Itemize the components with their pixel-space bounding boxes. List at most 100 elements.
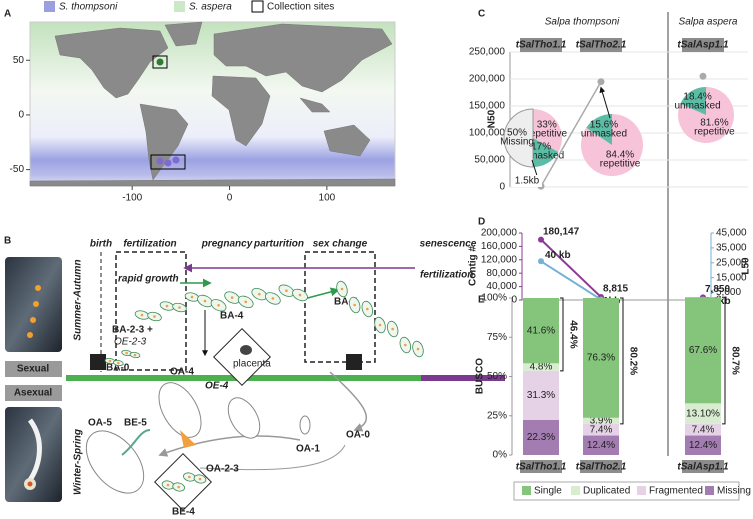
stage-label: birth <box>90 239 112 250</box>
pie-slice <box>586 114 612 145</box>
y-tick-label: 50 <box>13 55 25 66</box>
y-tick-label: 0% <box>493 450 508 461</box>
photo-detail <box>27 332 33 338</box>
arrow <box>199 444 346 471</box>
stolon <box>121 429 151 456</box>
stage-label: sex change <box>313 239 368 250</box>
point <box>699 72 707 80</box>
blastozooid-gut <box>353 303 356 307</box>
category-box <box>520 38 562 52</box>
bracket-label: 46.4% <box>567 320 578 348</box>
stage-code: OA-1 <box>296 444 320 455</box>
pie-label: 18.4% <box>683 92 711 103</box>
continents <box>29 21 396 187</box>
blastozooid-gut <box>190 295 194 299</box>
bar-segment <box>583 435 619 455</box>
pie-label: repetitive <box>694 127 735 138</box>
category-box <box>580 38 622 52</box>
season-label: Winter-Spring <box>73 429 84 495</box>
blastozooid-gut <box>271 297 275 300</box>
legend-swatch <box>174 1 185 12</box>
mode-label: Asexual <box>14 388 53 399</box>
bar-segment <box>583 417 619 424</box>
y-tick-label: 0 <box>511 295 517 306</box>
sex-box <box>90 354 106 370</box>
data-label: 12.4% <box>587 440 615 451</box>
salp-photo <box>5 407 62 502</box>
x-tick-label: 0 <box>227 193 233 204</box>
category-box <box>682 460 724 473</box>
y-tick-label: 150,000 <box>469 101 506 112</box>
y-tick-label: 0 <box>499 182 505 193</box>
blastozooid-gut <box>165 304 169 308</box>
bar-segment <box>583 423 619 436</box>
data-label: 8,815 <box>603 284 628 295</box>
stage-code: OA-2-3 <box>206 464 239 475</box>
sex-symbol: ♀ <box>94 357 102 368</box>
y-tick-label: 100,000 <box>469 128 506 139</box>
data-label: 7.4% <box>590 424 613 435</box>
pie-label: 81.6% <box>700 118 728 129</box>
collection-site-box <box>152 55 168 69</box>
legend-label: Missing <box>717 486 751 497</box>
data-label: 31.3% <box>527 390 555 401</box>
oozoid <box>158 382 202 438</box>
sexual-bar <box>421 375 505 381</box>
pie-label: unmasked <box>518 150 564 161</box>
category-label: tSalAsp1.1 <box>677 40 729 51</box>
point <box>597 78 605 86</box>
stage-code: OA-4 <box>170 367 194 378</box>
blastozooid-gut <box>244 300 248 304</box>
stage-label: fertilization <box>123 239 176 250</box>
y2-tick-label: 25,000 <box>716 257 747 268</box>
data-label: 3.9% <box>590 415 613 426</box>
bar-segment <box>523 298 559 364</box>
bar-segment <box>685 297 721 404</box>
bar-segment <box>685 435 721 455</box>
blastozooid-gut <box>198 477 202 481</box>
annotation: 1.5kb <box>515 176 540 187</box>
group-label: Salpa thompsoni <box>545 17 620 28</box>
stage-label: pregnancy <box>201 239 253 250</box>
line <box>540 238 602 298</box>
pie-label: unmasked <box>581 129 627 140</box>
legend-swatch <box>705 486 714 495</box>
pie-label: 33% <box>537 120 557 131</box>
blastozooid-gut <box>125 351 128 355</box>
blastozooid-gut <box>391 327 394 331</box>
blastozooid-gut <box>178 306 181 309</box>
placenta-icon <box>240 345 252 355</box>
legend-box <box>513 481 740 501</box>
data-label: 41.6% <box>527 325 555 336</box>
annotation-box <box>512 175 542 187</box>
y-tick-label: 100% <box>481 293 507 304</box>
y-tick-label: 25% <box>487 410 507 421</box>
stage-code: OE-2-3 <box>114 337 147 348</box>
fertilization-label: fertilization <box>420 270 473 281</box>
sex-symbol: ♂ <box>350 357 358 368</box>
blastozooid-gut <box>378 323 382 327</box>
panel-label: A <box>4 9 11 20</box>
data-label: 4.8% <box>530 362 553 373</box>
blastozooid-gut <box>188 475 191 479</box>
bracket <box>722 296 726 425</box>
y2-tick-label: 5,000 <box>716 287 741 298</box>
blastozooid-gut <box>285 289 288 293</box>
arrow <box>329 371 368 432</box>
y-tick-label: 200,000 <box>469 74 506 85</box>
pie-label: Missing <box>500 137 534 148</box>
collection-site <box>164 159 172 167</box>
point <box>538 236 544 243</box>
photo-detail <box>33 301 39 307</box>
data-label: 13.10% <box>686 408 720 419</box>
y-tick-label: 250,000 <box>469 47 506 58</box>
pie-slice <box>533 109 562 152</box>
arrow <box>158 435 301 457</box>
stage-code: placenta <box>233 359 271 370</box>
legend-label: Duplicated <box>583 486 630 497</box>
stage-box <box>304 251 376 363</box>
photo-detail <box>27 418 42 482</box>
y-tick-label: -50 <box>10 164 25 175</box>
blastozooid-gut <box>117 361 120 365</box>
legend-swatch <box>637 486 646 495</box>
